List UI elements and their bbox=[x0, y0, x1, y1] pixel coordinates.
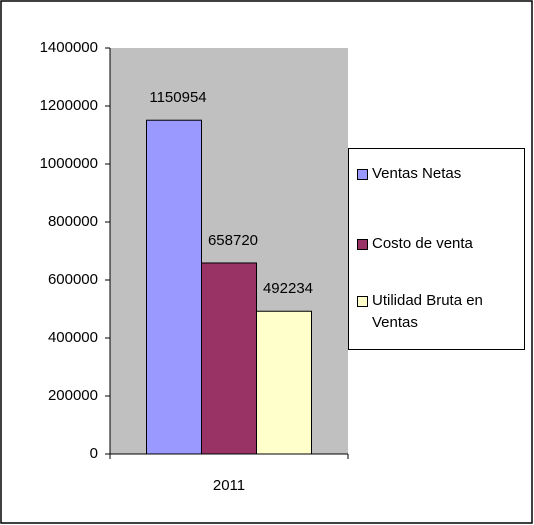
data-label: 1150954 bbox=[149, 89, 206, 106]
bar bbox=[146, 119, 202, 455]
y-tick-label: 600000 bbox=[48, 271, 98, 288]
legend-swatch bbox=[357, 169, 368, 180]
legend-entry: Ventas Netas bbox=[357, 163, 522, 185]
y-tick-label: 400000 bbox=[48, 329, 98, 346]
y-tick-label: 1200000 bbox=[40, 97, 98, 114]
legend-label: Utilidad Bruta en Ventas bbox=[372, 292, 483, 331]
legend: Ventas Netas Costo de venta Utilidad Bruta… bbox=[348, 148, 525, 350]
y-tick-label: 0 bbox=[90, 445, 98, 462]
y-tick-label: 200000 bbox=[48, 387, 98, 404]
data-label: 492234 bbox=[263, 280, 313, 297]
y-tick-label: 1400000 bbox=[40, 39, 98, 56]
legend-entry: Costo de venta bbox=[357, 233, 522, 255]
legend-label: Costo de venta bbox=[372, 235, 473, 252]
legend-label: Ventas Netas bbox=[372, 165, 462, 182]
x-tick-label: 2011 bbox=[213, 477, 245, 494]
y-tick-label: 800000 bbox=[48, 213, 98, 230]
bar bbox=[256, 310, 312, 455]
legend-swatch bbox=[357, 296, 368, 307]
legend-swatch bbox=[357, 239, 368, 250]
data-label: 658720 bbox=[208, 232, 258, 249]
y-tick-label: 1000000 bbox=[40, 155, 98, 172]
bar bbox=[201, 262, 257, 455]
legend-entry: Utilidad Bruta en Ventas bbox=[357, 290, 522, 334]
